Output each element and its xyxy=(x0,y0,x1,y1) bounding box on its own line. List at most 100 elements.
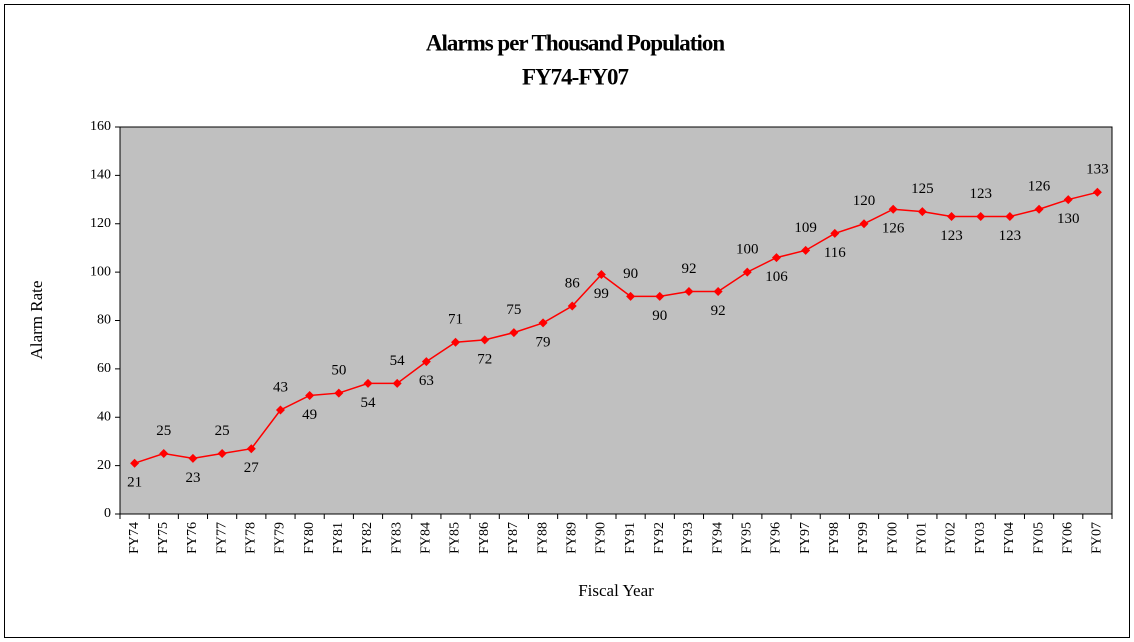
x-tick-label: FY94 xyxy=(710,522,725,554)
x-tick-label: FY80 xyxy=(302,522,317,554)
data-line xyxy=(134,191,1098,464)
x-tick-label: FY02 xyxy=(944,522,959,554)
data-point xyxy=(917,207,927,217)
y-tick-label: 0 xyxy=(104,506,111,521)
x-tick-label: FY77 xyxy=(214,522,229,554)
x-tick-label: FY84 xyxy=(419,522,434,554)
data-point xyxy=(947,211,957,221)
data-label: 126 xyxy=(1028,179,1051,195)
x-tick-label: FY76 xyxy=(185,522,200,554)
data-point xyxy=(363,378,373,388)
y-tick-label: 100 xyxy=(90,264,111,279)
data-label: 92 xyxy=(681,261,696,277)
data-label: 23 xyxy=(185,470,200,486)
data-point xyxy=(684,286,694,296)
x-tick-label: FY99 xyxy=(856,522,871,554)
data-label: 50 xyxy=(331,363,346,379)
data-label: 27 xyxy=(244,460,260,476)
x-tick-label: FY04 xyxy=(1002,522,1017,554)
data-point xyxy=(1092,187,1102,197)
data-label: 49 xyxy=(302,407,317,423)
x-tick-label: FY07 xyxy=(1090,522,1105,554)
data-label: 123 xyxy=(940,228,963,244)
data-point xyxy=(246,444,256,454)
x-tick-label: FY05 xyxy=(1031,522,1046,554)
data-point xyxy=(626,291,636,301)
x-axis-title: Fiscal Year xyxy=(578,581,654,600)
x-tick-label: FY89 xyxy=(564,522,579,554)
data-label: 71 xyxy=(448,312,463,328)
data-label: 90 xyxy=(652,308,667,324)
data-point xyxy=(451,337,461,347)
x-tick-label: FY88 xyxy=(535,522,550,554)
data-point xyxy=(275,405,285,415)
x-tick-label: FY90 xyxy=(594,522,609,554)
data-label: 126 xyxy=(882,221,905,237)
data-label: 72 xyxy=(477,351,492,367)
data-label: 92 xyxy=(711,303,726,319)
data-label: 63 xyxy=(419,373,434,389)
data-label: 100 xyxy=(736,242,759,258)
data-point xyxy=(655,291,665,301)
x-tick-label: FY79 xyxy=(273,522,288,554)
y-tick-label: 120 xyxy=(90,216,111,231)
x-tick-label: FY97 xyxy=(798,522,813,554)
data-point xyxy=(1005,211,1015,221)
x-tick-label: FY86 xyxy=(477,522,492,554)
data-point xyxy=(1063,195,1073,205)
data-point xyxy=(159,449,169,459)
data-label: 123 xyxy=(969,186,992,202)
data-point xyxy=(976,211,986,221)
data-label: 116 xyxy=(824,245,846,261)
x-tick-label: FY87 xyxy=(506,522,521,554)
data-point xyxy=(305,390,315,400)
data-point xyxy=(596,270,606,280)
data-label: 25 xyxy=(215,423,230,439)
data-label: 109 xyxy=(794,220,817,236)
x-tick-label: FY85 xyxy=(448,522,463,554)
data-label: 79 xyxy=(536,334,551,350)
data-label: 120 xyxy=(853,193,876,209)
data-label: 54 xyxy=(390,353,406,369)
x-tick-label: FY06 xyxy=(1060,522,1075,554)
chart-title: Alarms per Thousand Population xyxy=(426,30,725,55)
x-tick-label: FY00 xyxy=(885,522,900,554)
data-point xyxy=(421,357,431,367)
x-tick-label: FY74 xyxy=(127,522,142,554)
y-tick-label: 160 xyxy=(90,119,111,134)
y-tick-label: 20 xyxy=(97,458,111,473)
data-label: 86 xyxy=(565,275,581,291)
chart-subtitle: FY74-FY07 xyxy=(522,64,628,89)
data-label: 54 xyxy=(361,395,377,411)
data-point xyxy=(509,328,519,338)
data-point xyxy=(1034,204,1044,214)
data-label: 75 xyxy=(506,302,521,318)
plot-area xyxy=(119,126,1113,515)
data-point xyxy=(888,204,898,214)
data-point xyxy=(801,245,811,255)
data-label: 106 xyxy=(765,269,788,285)
y-tick-label: 40 xyxy=(97,409,111,424)
x-tick-label: FY81 xyxy=(331,522,346,554)
data-label: 43 xyxy=(273,379,288,395)
data-point xyxy=(130,458,140,468)
data-point xyxy=(830,228,840,238)
data-label: 125 xyxy=(911,181,934,197)
data-point xyxy=(859,219,869,229)
data-point xyxy=(538,318,548,328)
data-label: 25 xyxy=(156,423,171,439)
data-point xyxy=(392,378,402,388)
data-point xyxy=(713,286,723,296)
x-tick-label: FY78 xyxy=(244,522,259,554)
data-point xyxy=(771,253,781,263)
y-tick-label: 60 xyxy=(97,361,111,376)
data-label: 133 xyxy=(1086,162,1109,178)
data-label: 123 xyxy=(999,228,1022,244)
x-tick-label: FY75 xyxy=(156,522,171,554)
y-tick-label: 140 xyxy=(90,168,111,183)
data-label: 21 xyxy=(127,475,142,491)
x-tick-label: FY82 xyxy=(360,522,375,554)
data-point xyxy=(742,267,752,277)
x-tick-label: FY92 xyxy=(652,522,667,554)
y-axis-title: Alarm Rate xyxy=(27,281,46,360)
